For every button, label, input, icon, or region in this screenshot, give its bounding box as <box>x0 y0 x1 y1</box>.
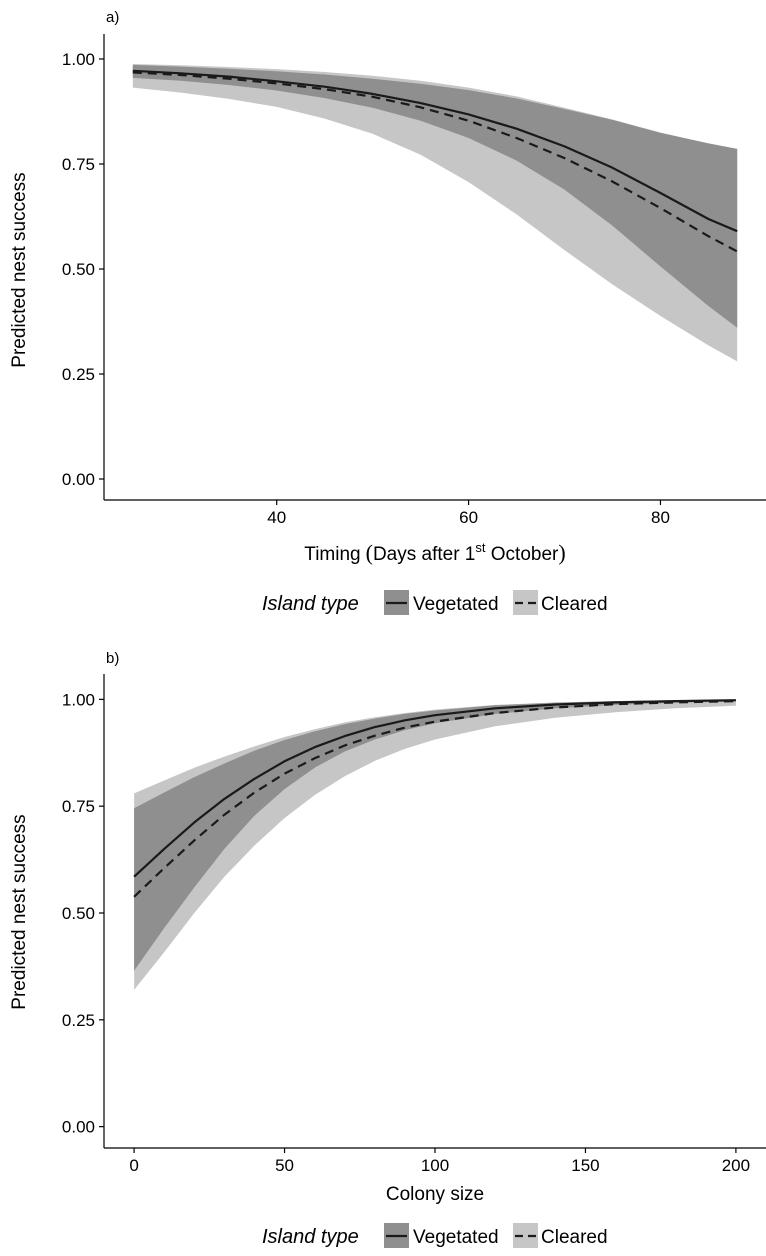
series-line-cleared <box>133 700 736 898</box>
y-tick-label: 1.00 <box>62 50 95 69</box>
legend-title: Island type <box>262 1226 359 1248</box>
x-axis-label-part: ) <box>558 540 565 565</box>
y-tick-label: 0.25 <box>62 1011 95 1030</box>
panel-a: a) 0.00 0.25 0.50 0.75 1.00 40 60 80 Predicted ne… <box>9 9 766 615</box>
x-axis-label-part: ( <box>366 540 373 565</box>
y-axis-label: Predicted nest success <box>9 814 30 1009</box>
y-tick-label: 0.25 <box>62 365 95 384</box>
legend-label-cleared: Cleared <box>541 1227 608 1248</box>
y-tick-label: 0.50 <box>62 260 95 279</box>
x-axis-label-main: Colony size <box>386 1184 484 1205</box>
series-line-cleared <box>132 71 738 253</box>
legend: Island type Vegetated Cleared <box>262 1223 608 1248</box>
x-tick-label: 40 <box>267 508 286 527</box>
x-tick-label: 80 <box>651 508 670 527</box>
y-tick-label: 0.00 <box>62 1118 95 1137</box>
series-line-vegetated <box>132 69 738 233</box>
x-axis-label-part: st <box>475 540 486 555</box>
y-tick-label: 0.50 <box>62 904 95 923</box>
x-axis-label-part: October <box>486 544 560 565</box>
x-axis-label: Colony size <box>386 1184 484 1205</box>
series-line-vegetated <box>133 699 736 878</box>
x-axis-label-main: Timing <box>304 544 360 565</box>
legend-title: Island type <box>262 593 359 615</box>
legend-label-cleared: Cleared <box>541 594 608 615</box>
legend-label-vegetated: Vegetated <box>413 1227 499 1248</box>
x-tick-label: 60 <box>459 508 478 527</box>
x-tick-label: 0 <box>129 1156 138 1175</box>
panel-label: a) <box>106 9 119 26</box>
confidence-band-vegetated <box>134 699 736 971</box>
legend-label-vegetated: Vegetated <box>413 594 499 615</box>
confidence-band-vegetated <box>132 64 738 328</box>
panel-label: b) <box>106 650 119 667</box>
x-axis-label: Timing (Days after 1st October) <box>304 540 565 565</box>
x-tick-label: 100 <box>421 1156 449 1175</box>
panel-b: b) 0.00 0.25 0.50 0.75 1.00 0 50 100 150 200 Predic… <box>9 650 766 1248</box>
legend: Island type Vegetated Cleared <box>262 590 608 615</box>
y-tick-label: 1.00 <box>62 690 95 709</box>
y-tick-label: 0.00 <box>62 470 95 489</box>
y-axis-label: Predicted nest success <box>9 172 30 367</box>
y-tick-label: 0.75 <box>62 797 95 816</box>
x-tick-label: 200 <box>722 1156 750 1175</box>
x-tick-label: 150 <box>571 1156 599 1175</box>
y-tick-label: 0.75 <box>62 155 95 174</box>
x-axis-label-part: Days after 1 <box>373 544 475 565</box>
x-tick-label: 50 <box>275 1156 294 1175</box>
